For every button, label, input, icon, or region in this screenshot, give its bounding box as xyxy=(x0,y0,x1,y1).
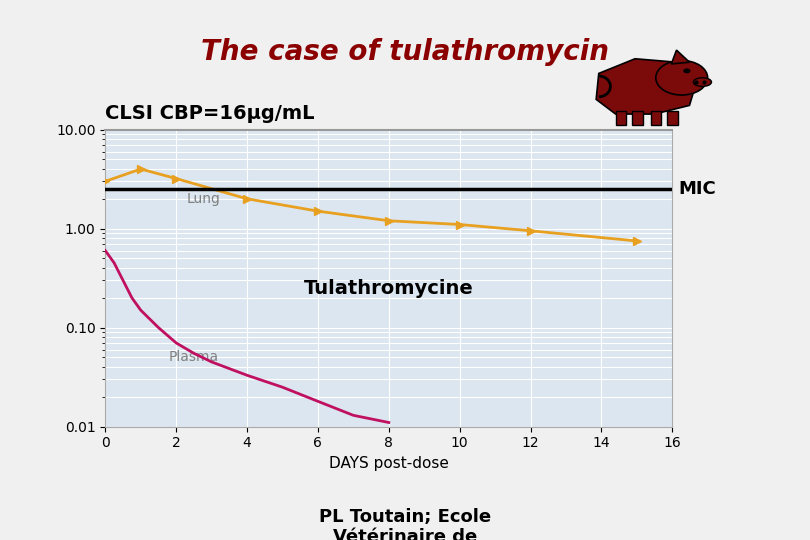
X-axis label: DAYS post-dose: DAYS post-dose xyxy=(329,456,449,471)
Text: Plasma: Plasma xyxy=(169,350,220,365)
Bar xyxy=(650,111,661,125)
Polygon shape xyxy=(596,59,697,114)
Bar xyxy=(667,111,678,125)
Ellipse shape xyxy=(693,78,711,86)
Circle shape xyxy=(684,69,690,73)
Text: CLSI CBP=16μg/mL: CLSI CBP=16μg/mL xyxy=(105,104,315,123)
Circle shape xyxy=(656,60,708,95)
Text: PL Toutain; Ecole
Vétérinaire de: PL Toutain; Ecole Vétérinaire de xyxy=(319,508,491,540)
Bar xyxy=(633,111,643,125)
Text: The case of tulathromycin: The case of tulathromycin xyxy=(201,38,609,66)
Text: MIC: MIC xyxy=(678,180,716,198)
Bar xyxy=(616,111,626,125)
Polygon shape xyxy=(671,50,689,64)
Text: Lung: Lung xyxy=(187,192,220,206)
Text: Tulathromycine: Tulathromycine xyxy=(304,279,474,298)
